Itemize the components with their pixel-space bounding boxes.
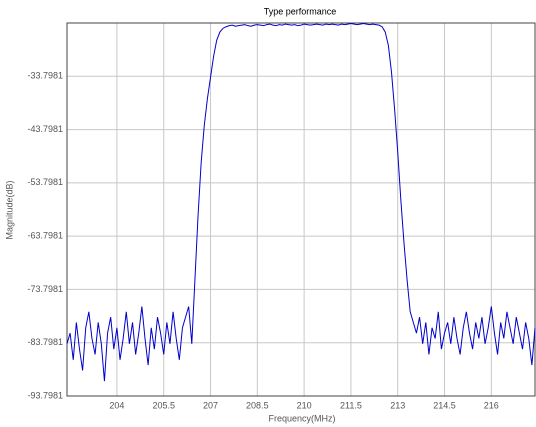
x-tick-label: 205.5 <box>152 400 175 410</box>
x-tick-label: 207 <box>203 400 218 410</box>
y-tick-label: -83.7981 <box>27 337 63 347</box>
x-axis-label: Frequency(MHz) <box>268 413 335 423</box>
x-tick-label: 216 <box>484 400 499 410</box>
x-tick-label: 210 <box>297 400 312 410</box>
y-axis-label: Magnitude(dB) <box>4 180 14 239</box>
chart-title: Type performance <box>264 6 337 16</box>
data-line <box>66 23 536 382</box>
y-tick-label: -33.7981 <box>27 71 63 81</box>
y-tick-label: -73.7981 <box>27 284 63 294</box>
plot-frame <box>66 22 536 397</box>
x-tick-label: 208.5 <box>246 400 269 410</box>
y-tick-label: -43.7981 <box>27 124 63 134</box>
y-tick-label: -63.7981 <box>27 231 63 241</box>
y-tick-label: -93.7981 <box>27 390 63 400</box>
x-tick-label: 214.5 <box>433 400 456 410</box>
y-tick-label: -53.7981 <box>27 177 63 187</box>
x-tick-label: 211.5 <box>340 400 362 410</box>
x-tick-label: 204 <box>109 400 124 410</box>
x-tick-label: 213 <box>390 400 405 410</box>
